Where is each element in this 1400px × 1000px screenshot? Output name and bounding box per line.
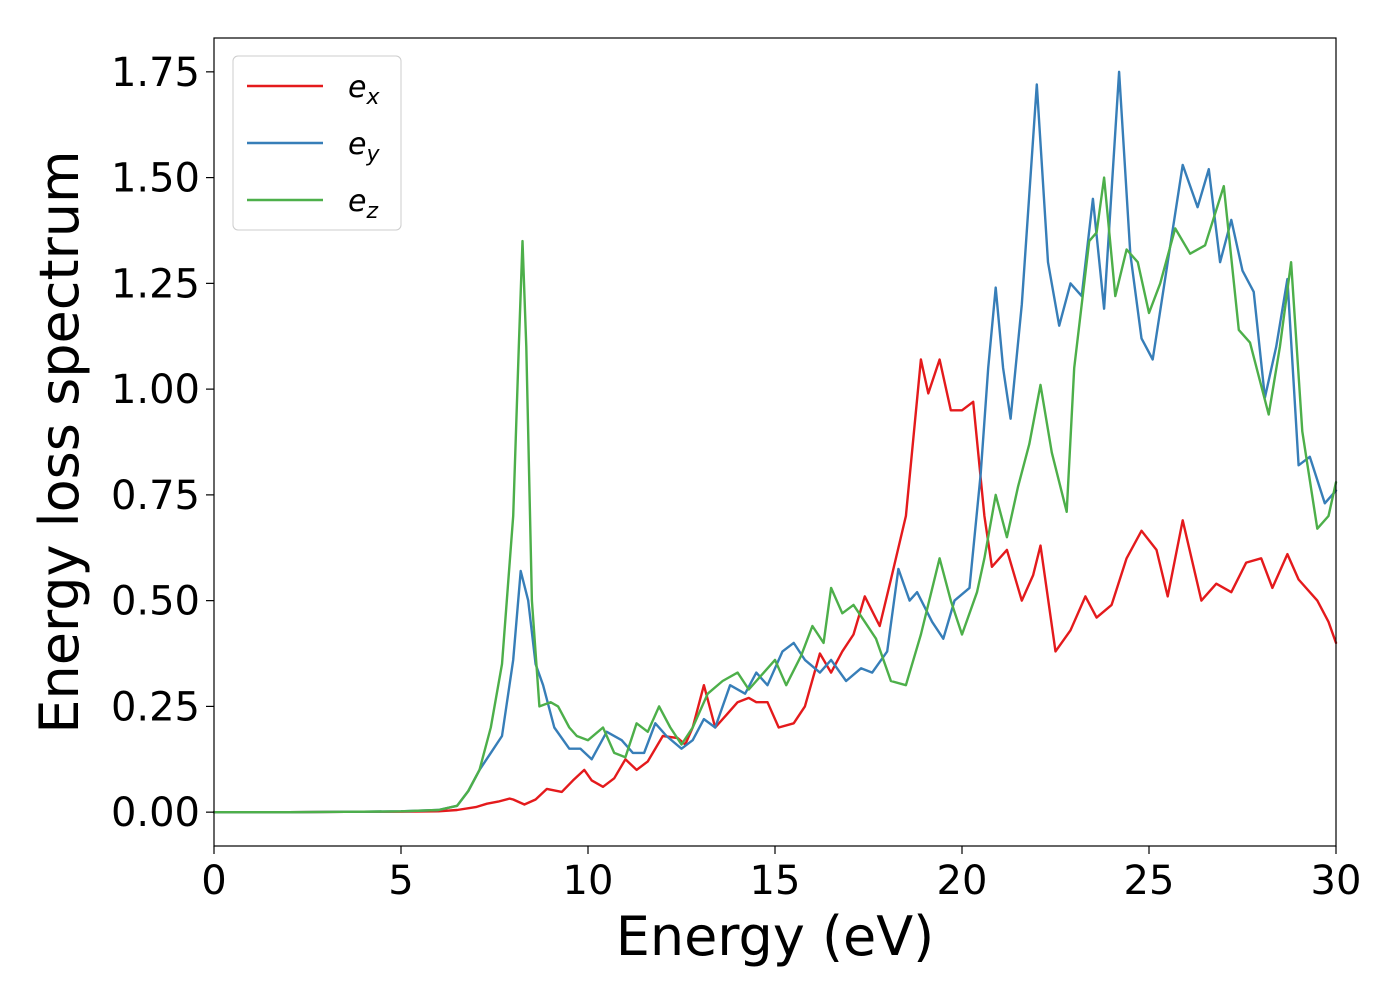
x-tick-label: 25 bbox=[1124, 858, 1175, 904]
y-axis-title: Energy loss spectrum bbox=[28, 150, 91, 733]
y-tick-label: 0.00 bbox=[111, 790, 200, 836]
y-tick-label: 0.25 bbox=[111, 684, 200, 730]
y-tick-label: 1.75 bbox=[111, 50, 200, 96]
series-layer bbox=[212, 70, 1338, 814]
series-line-ex bbox=[212, 358, 1338, 814]
series-line-ez bbox=[212, 176, 1338, 814]
x-tick-label: 10 bbox=[563, 858, 614, 904]
x-tick-label: 20 bbox=[937, 858, 988, 904]
x-tick-label: 0 bbox=[201, 858, 226, 904]
legend-label-ez: ez bbox=[348, 184, 378, 224]
y-tick-label: 1.00 bbox=[111, 367, 200, 413]
x-tick-label: 30 bbox=[1311, 858, 1362, 904]
legend-label-ex: ex bbox=[348, 70, 380, 110]
x-tick-label: 5 bbox=[388, 858, 413, 904]
x-axis: 0 5 10 15 20 25 30 bbox=[201, 846, 1361, 904]
x-tick-label: 15 bbox=[750, 858, 801, 904]
x-axis-title: Energy (eV) bbox=[616, 905, 935, 968]
y-tick-label: 0.75 bbox=[111, 473, 200, 519]
y-axis: 0.00 0.25 0.50 0.75 1.00 1.25 1.50 1.75 bbox=[111, 50, 214, 836]
legend-label-ey: ey bbox=[348, 127, 380, 167]
y-tick-label: 1.25 bbox=[111, 261, 200, 307]
y-tick-label: 1.50 bbox=[111, 156, 200, 202]
legend: ex ey ez bbox=[232, 55, 402, 231]
y-tick-label: 0.50 bbox=[111, 579, 200, 625]
